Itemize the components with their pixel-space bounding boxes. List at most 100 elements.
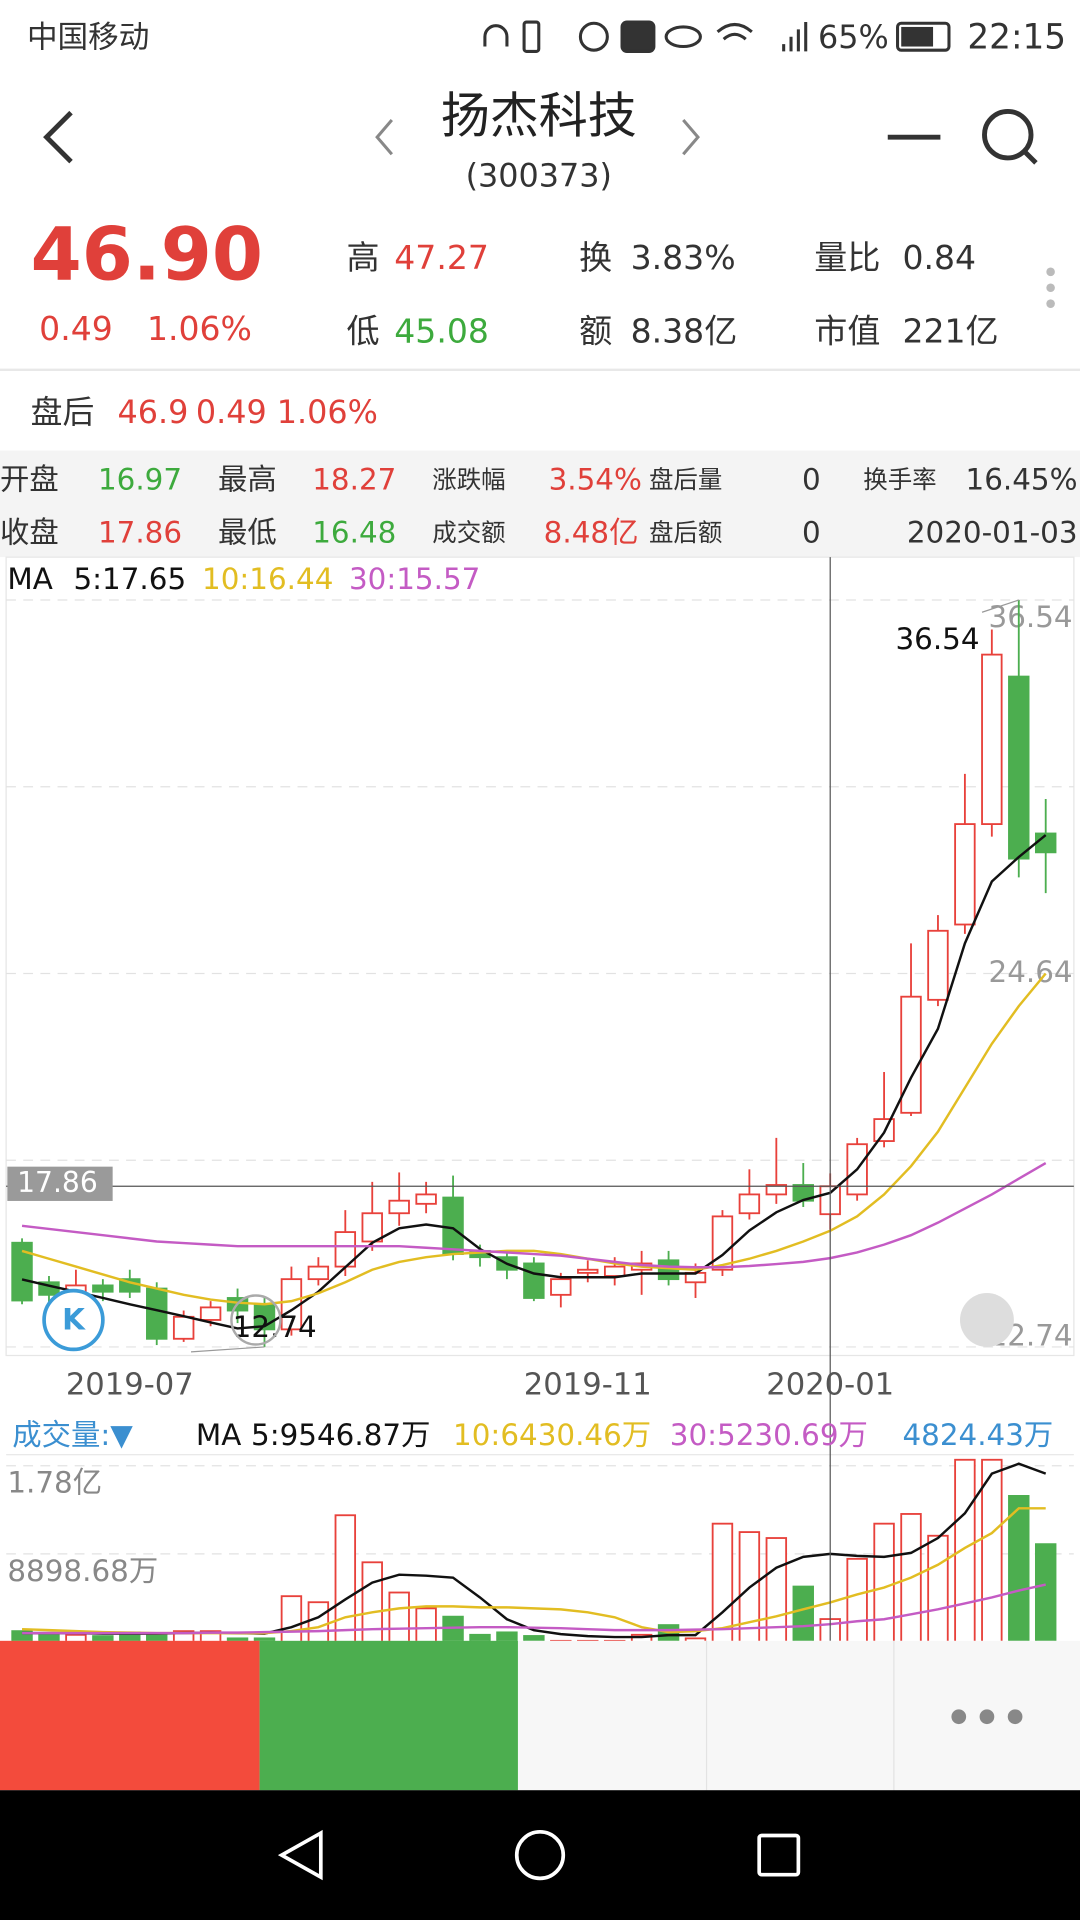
candle-body [1008,675,1030,860]
amount-value: 8.38亿 [631,312,738,351]
day-info-panel [0,450,1080,558]
volume-bar [1035,1543,1057,1641]
volume-bar [496,1631,518,1641]
x-tick-label: 2019-11 [524,1368,652,1403]
after-hours-pct: 1.06% [277,393,378,431]
volume-bar [38,1633,60,1641]
low-value: 45.08 [394,312,489,351]
high-label: 高 [347,238,380,277]
volume-bar [253,1637,276,1641]
volume-bar [199,1630,222,1641]
candle-body [711,1215,734,1271]
svg-text:K: K [62,1303,86,1337]
candle-body [927,929,949,1001]
volume-bar [711,1522,734,1641]
vol-ratio-value: 0.84 [902,238,976,277]
candle-body [954,823,976,926]
turnover-value: 3.83% [631,238,736,277]
amount-label: 成交额 [432,518,505,547]
high-label: 最高 [218,463,277,497]
annotation: 36.54 [895,622,979,656]
amount-label: 额 [579,312,612,351]
candle-body [442,1196,464,1255]
nav-recent[interactable] [757,1833,801,1877]
volume-bar [65,1633,87,1641]
vol-ratio-label: 量比 [814,238,880,277]
amount-value: 8.48亿 [544,515,639,549]
volume-bar [954,1458,976,1641]
y-tick-label: 8898.68万 [7,1554,158,1588]
low-label: 最低 [218,515,277,549]
candle-body [388,1199,410,1215]
candle-body [415,1193,437,1205]
volume-value: 4824.43万 [902,1418,1053,1452]
low-label: 低 [347,312,380,351]
mcap-value: 221亿 [902,312,998,351]
open-label: 开盘 [0,463,59,497]
x-tick-label: 2019-07 [66,1368,194,1403]
candle-body [981,653,1003,825]
after-hours-change: 0.49 [196,393,267,431]
volume-bar [92,1635,114,1641]
close-value: 17.86 [98,515,182,549]
volume-bar [172,1630,195,1641]
close-label: 收盘 [0,515,59,549]
nav-home[interactable] [514,1830,566,1881]
ah-amt-value: 0 [802,515,821,549]
y-tick-label: 1.78亿 [7,1466,102,1500]
battery-level: 65% [818,18,889,56]
legend-entry: 30:15.57 [349,562,480,596]
price-change: 0.49 [39,309,113,348]
after-hours-price: 46.9 [118,393,189,431]
y-tick-label: 36.54 [989,600,1073,634]
prev-stock[interactable] [375,119,393,156]
ma-line [21,972,1047,1306]
quick-buy-button[interactable] [0,1640,260,1791]
volume-bar [523,1635,545,1641]
annotation: 12.74 [233,1310,317,1344]
candle-body [172,1315,195,1340]
price-change-pct: 1.06% [147,309,252,348]
volume-bar [873,1522,895,1641]
pct-value: 3.54% [549,463,642,497]
low-value: 16.48 [312,515,396,549]
nav-back[interactable] [277,1829,323,1881]
candle-body [11,1241,33,1302]
legend-prefix: MA [196,1418,241,1452]
kline-frame [5,556,1075,1357]
volume-title: 成交量:▼ [12,1418,133,1452]
more-menu[interactable] [1046,267,1055,308]
crosshair-label: 17.86 [17,1166,98,1199]
ma-line [21,834,1047,1330]
candle-body [92,1284,114,1293]
candle-body [577,1268,599,1274]
volume-bar [334,1514,357,1641]
candle-body [550,1278,572,1296]
candle-body [603,1265,626,1277]
stock-code: (300373) [466,157,612,195]
volume-bar [11,1630,33,1641]
quick-sell-button[interactable] [259,1640,518,1791]
stock-name: 扬杰科技 [441,87,637,144]
volume-bar [981,1458,1003,1641]
chart-tools[interactable]: K [42,1288,1014,1352]
y-tick-label: 24.64 [989,955,1073,989]
next-stock[interactable] [682,119,700,156]
candle-body [523,1262,545,1299]
volume-bar [415,1607,437,1641]
after-hours-label: 盘后 [31,393,95,431]
legend-entry: 5:17.65 [73,562,186,596]
overlay: 17.86 [6,557,1074,1641]
crosshair-label-box [7,1166,113,1201]
search-button[interactable] [982,108,1038,165]
back-button[interactable] [43,110,73,164]
candle-body [146,1287,168,1340]
more-button[interactable] [951,1709,1023,1725]
annotation-line [981,599,1019,613]
status-icons [483,20,951,53]
legend-prefix: MA [7,562,52,596]
candle-body [900,995,922,1114]
